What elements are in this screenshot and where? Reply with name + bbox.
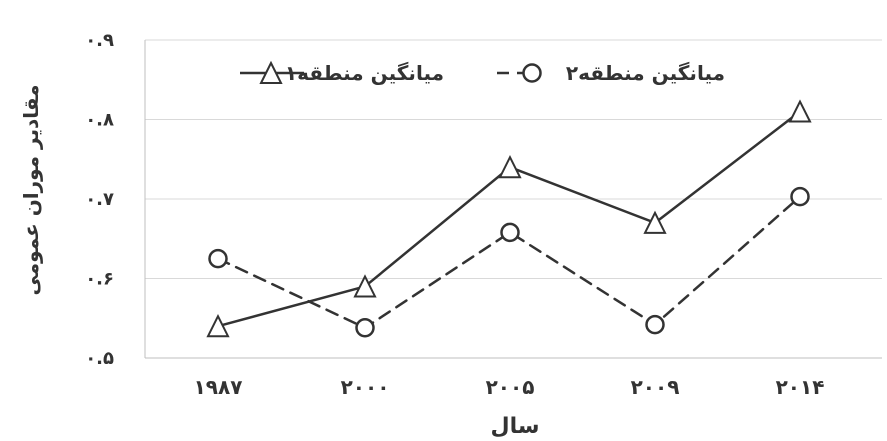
series-2-marker-5 (790, 186, 810, 207)
grid-layer (145, 39, 882, 359)
x-tick-label: ۲۰۰۹ (631, 375, 680, 399)
series-1-line (216, 110, 802, 328)
y-tick-label: ۰.۹ (85, 30, 114, 51)
x-tick-label: ۱۹۸۷ (194, 375, 243, 399)
series-1-marker-4 (643, 210, 667, 234)
series-2 (208, 186, 810, 338)
x-axis-title: سال (491, 414, 540, 439)
x-tick-label: ۲۰۰۰ (341, 375, 390, 399)
series-1-marker-5 (788, 99, 812, 123)
series-1-marker-3 (498, 154, 522, 179)
legend: میانگین منطقه۱ میانگین منطقه۲ (240, 60, 725, 85)
labels-layer: ۰.۵ ۰.۶ ۰.۷ ۰.۸ ۰.۹ ۱۹۸۷ ۲۰۰۰ ۲۰۰۵ ۲۰۰۹ ۲۰۱۴ سال مق… (19, 30, 824, 439)
axes-layer (144, 40, 882, 359)
x-tick-label: ۲۰۱۴ (776, 375, 825, 399)
series-2-marker-1 (208, 248, 228, 269)
y-tick-label: ۰.۸ (85, 110, 114, 131)
y-tick-label: ۰.۵ (85, 348, 114, 369)
y-axis-title: مقادیر موران عمومی (19, 84, 43, 295)
y-tick-label: ۰.۷ (85, 189, 114, 210)
series-1-marker-1 (206, 313, 230, 338)
series-1 (206, 99, 812, 338)
legend-item-2: میانگین منطقه۲ (497, 61, 725, 85)
legend-marker-1 (259, 60, 283, 84)
x-tick-label: ۲۰۰۵ (486, 375, 535, 399)
series-layer (206, 99, 812, 338)
series-2-marker-2 (355, 318, 375, 338)
series-2-line (216, 195, 802, 330)
legend-label-1: میانگین منطقه۱ (285, 61, 444, 85)
legend-marker-2 (522, 63, 542, 83)
legend-item-1: میانگین منطقه۱ (240, 60, 444, 85)
legend-label-2: میانگین منطقه۲ (566, 61, 725, 85)
series-2-marker-4 (645, 314, 665, 335)
y-tick-label: ۰.۶ (85, 269, 114, 290)
series-2-marker-3 (500, 222, 520, 243)
series-1-marker-2 (353, 274, 377, 298)
